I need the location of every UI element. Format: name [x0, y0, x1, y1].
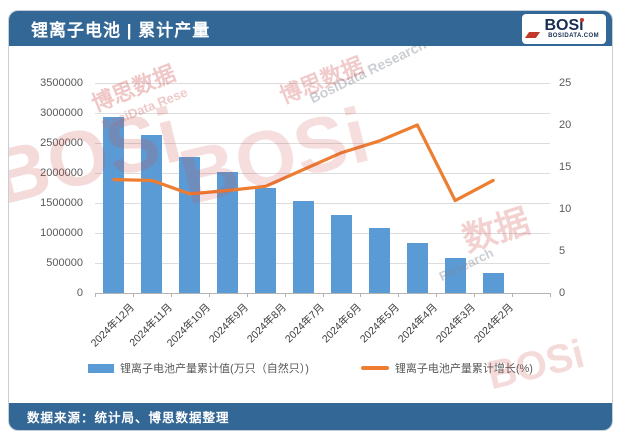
y-axis-label: 1500000 — [40, 197, 83, 209]
logo-site-text: BOSIDATA.COM — [548, 33, 599, 39]
bar-series-swatch — [88, 363, 115, 373]
x-axis-tick — [322, 293, 324, 297]
logo-wedge-icon — [524, 31, 541, 38]
bar-2024年7月 — [293, 200, 315, 293]
x-axis-tick — [474, 293, 476, 297]
data-source-text: 数据来源：统计局、博思数据整理 — [27, 411, 230, 425]
secondary-y-axis-label: 25 — [559, 77, 572, 89]
legend-label-growth: 锂离子电池产量累计增长(%) — [394, 363, 533, 375]
x-axis-tick — [360, 293, 362, 297]
x-axis-tick — [550, 293, 551, 297]
bar-2024年6月 — [330, 215, 352, 293]
gridline — [95, 83, 550, 84]
legend-item-growth: 锂离子电池产量累计增长(%) — [360, 360, 533, 376]
y-axis-label: 2500000 — [40, 137, 83, 149]
secondary-y-axis-label: 5 — [559, 245, 566, 257]
x-axis-tick — [170, 293, 172, 297]
y-axis-label: 2000000 — [40, 167, 83, 179]
y-axis-label: 500000 — [46, 257, 83, 269]
growth-line — [112, 123, 495, 203]
line-series-swatch — [360, 366, 389, 370]
y-axis-label: 3000000 — [40, 107, 83, 119]
bar-2024年11月 — [141, 134, 163, 293]
gridline — [95, 113, 550, 114]
legend-item-production: 锂离子电池产量累计值(万只（自然只）) — [88, 360, 309, 376]
secondary-y-axis-label: 20 — [559, 119, 572, 131]
bar-2024年8月 — [255, 188, 277, 293]
gridline — [95, 233, 550, 234]
x-axis-tick — [436, 293, 438, 297]
x-axis-tick — [208, 293, 210, 297]
y-axis-label: 3500000 — [40, 77, 83, 89]
report-card: 锂离子电池 | 累计产量 BOSi BOSIDATA.COM 锂离子电池产量累计… — [8, 10, 613, 431]
header-bar: 锂离子电池 | 累计产量 BOSi BOSIDATA.COM — [9, 11, 612, 46]
bar-2024年4月 — [406, 243, 428, 293]
x-axis-tick — [95, 293, 96, 297]
x-axis-tick — [512, 293, 514, 297]
x-axis-tick — [284, 293, 286, 297]
bar-2024年2月 — [482, 273, 504, 293]
gridline — [95, 203, 550, 204]
x-axis-tick — [398, 293, 400, 297]
legend: 锂离子电池产量累计值(万只（自然只）) 锂离子电池产量累计增长(%) — [9, 360, 612, 376]
x-axis-tick — [246, 293, 248, 297]
y-axis-label: 1000000 — [40, 227, 83, 239]
bar-2024年12月 — [103, 116, 125, 293]
gridline — [95, 263, 550, 264]
logo-text: BOSi — [544, 17, 584, 34]
footer-bar: 数据来源：统计局、博思数据整理 — [9, 403, 612, 430]
gridline — [95, 173, 550, 174]
y-axis-label: 0 — [76, 287, 83, 299]
page-title: 锂离子电池 | 累计产量 — [31, 21, 211, 40]
chart-area: 锂离子电池产量累计值(万只（自然只）) 锂离子电池产量累计增长(%) 35000… — [9, 46, 612, 405]
bar-2024年5月 — [368, 227, 390, 293]
growth-line-plot — [112, 123, 495, 203]
bosi-logo: BOSi BOSIDATA.COM — [522, 13, 606, 44]
x-axis-tick — [132, 293, 134, 297]
gridline — [95, 143, 550, 144]
secondary-y-axis-label: 15 — [559, 161, 572, 173]
bar-2024年3月 — [444, 258, 466, 293]
legend-label-production: 锂离子电池产量累计值(万只（自然只）) — [120, 363, 309, 375]
secondary-y-axis-label: 10 — [559, 203, 572, 215]
secondary-y-axis-label: 0 — [559, 287, 566, 299]
bar-2024年9月 — [217, 171, 239, 293]
